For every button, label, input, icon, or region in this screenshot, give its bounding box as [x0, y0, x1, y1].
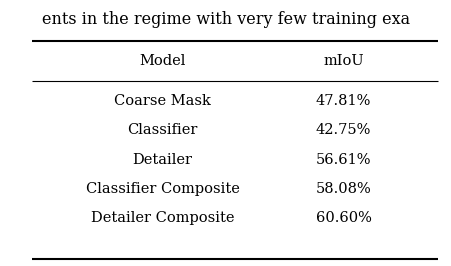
Text: mIoU: mIoU [322, 54, 363, 68]
Text: ents in the regime with very few training exa: ents in the regime with very few trainin… [42, 11, 409, 28]
Text: Model: Model [139, 54, 185, 68]
Text: 42.75%: 42.75% [315, 123, 370, 137]
Text: Detailer Composite: Detailer Composite [91, 211, 234, 225]
Text: 56.61%: 56.61% [315, 153, 370, 167]
Text: 60.60%: 60.60% [315, 211, 371, 225]
Text: 58.08%: 58.08% [315, 182, 371, 196]
Text: 47.81%: 47.81% [315, 94, 370, 108]
Text: Classifier Composite: Classifier Composite [86, 182, 239, 196]
Text: Detailer: Detailer [133, 153, 192, 167]
Text: Coarse Mask: Coarse Mask [114, 94, 211, 108]
Text: Classifier: Classifier [127, 123, 198, 137]
